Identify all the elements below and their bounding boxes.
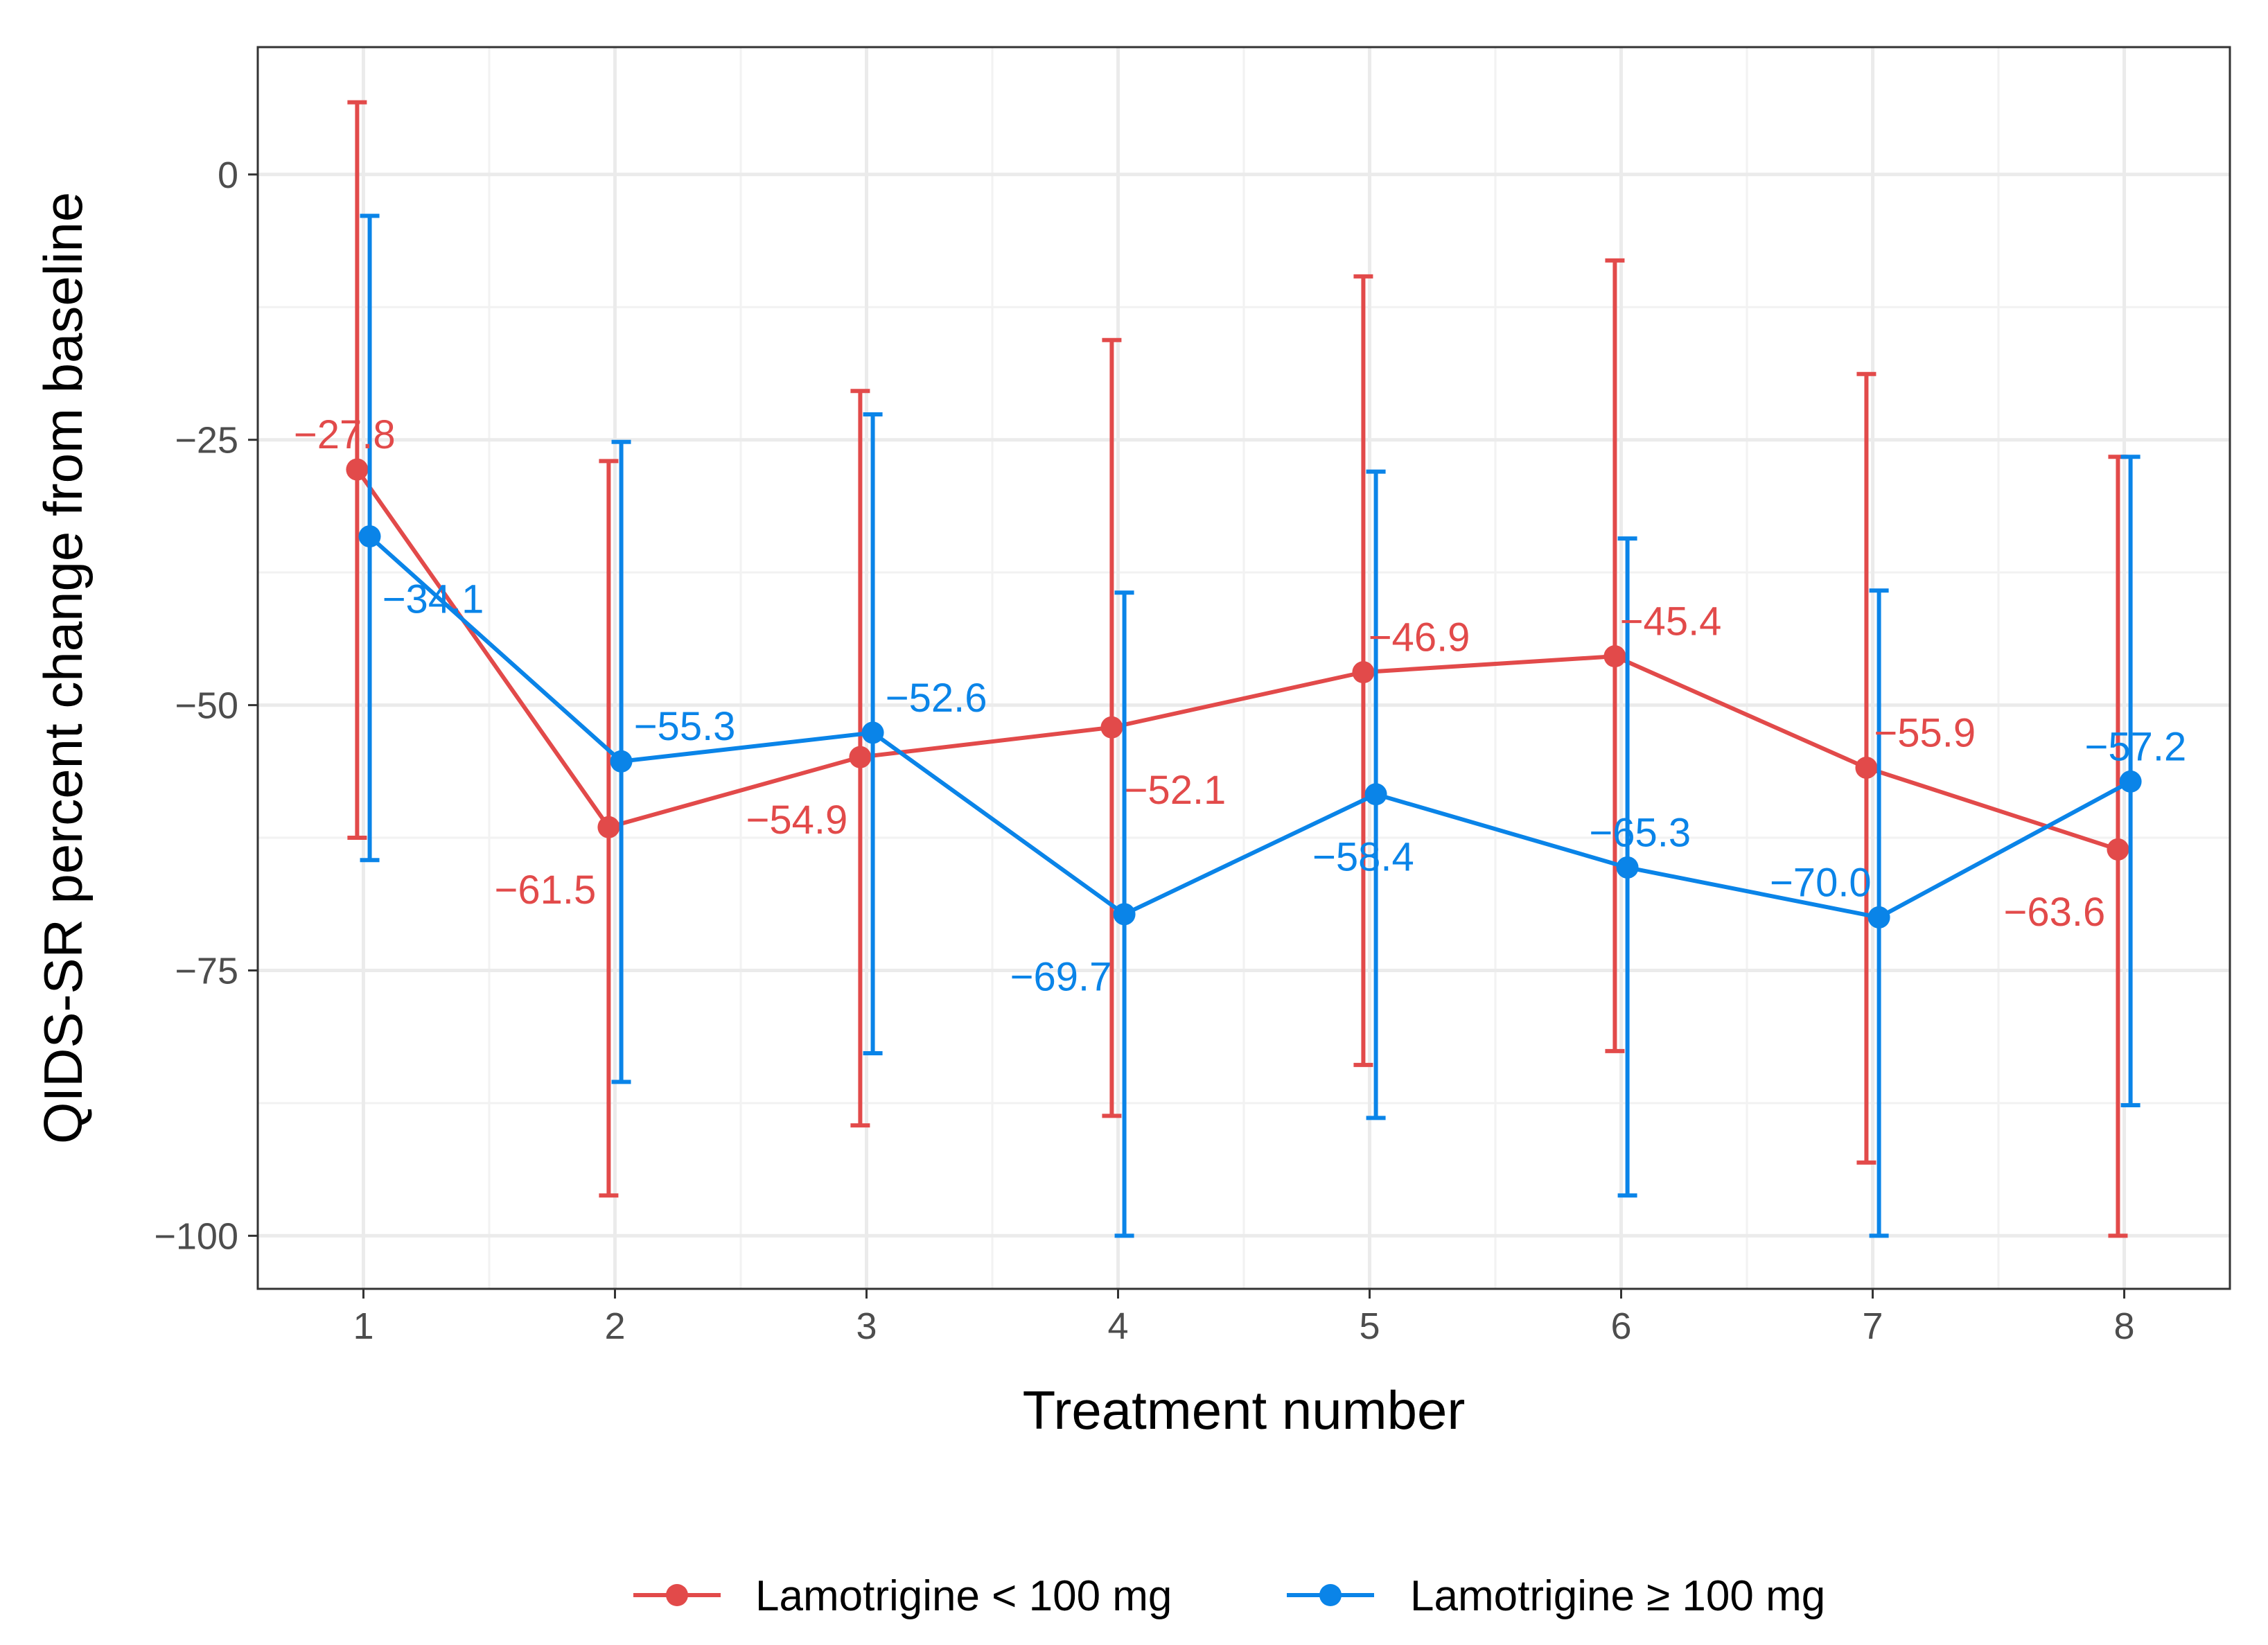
- x-axis-title: Treatment number: [1023, 1380, 1466, 1441]
- data-point: [1616, 856, 1639, 879]
- legend-label: Lamotrigine < 100 mg: [755, 1572, 1172, 1620]
- x-tick-label: 7: [1863, 1305, 1883, 1347]
- data-point: [1364, 783, 1387, 806]
- data-point: [2119, 770, 2142, 793]
- y-axis-title: QIDS-SR percent change from baseline: [33, 192, 94, 1144]
- data-label: −70.0: [1770, 860, 1872, 905]
- y-tick-labels: 0 −25 −50 −75 −100: [154, 155, 238, 1258]
- x-tick-label: 4: [1107, 1305, 1128, 1347]
- data-label: −46.9: [1369, 615, 1470, 660]
- x-tick-label: 5: [1359, 1305, 1380, 1347]
- data-point: [358, 525, 381, 548]
- data-point: [861, 721, 884, 744]
- x-tick-label: 3: [856, 1305, 877, 1347]
- legend: Lamotrigine < 100 mg Lamotrigine ≥ 100 mg: [633, 1572, 1825, 1620]
- data-point: [1603, 645, 1626, 668]
- data-point: [1855, 756, 1878, 779]
- data-point: [2107, 838, 2129, 861]
- y-tick-label: 0: [218, 155, 238, 196]
- data-label: −57.2: [2084, 724, 2186, 769]
- legend-item-2: Lamotrigine ≥ 100 mg: [1287, 1572, 1825, 1620]
- data-label: −27.8: [294, 412, 396, 457]
- data-point: [1113, 903, 1136, 926]
- series-layer: [346, 100, 2142, 1238]
- y-tick-label: −100: [154, 1215, 238, 1257]
- data-point: [610, 750, 633, 773]
- legend-item-1: Lamotrigine < 100 mg: [633, 1572, 1172, 1620]
- data-label: −52.1: [1125, 768, 1227, 813]
- data-label: −34.1: [383, 577, 484, 622]
- label-layer: −27.8 −61.5 −54.9 −52.1 −46.9 −45.4 −55.9 −63.6…: [294, 412, 2186, 1000]
- data-label: −65.3: [1589, 810, 1691, 855]
- data-label: −55.9: [1874, 710, 1976, 755]
- series-line: [368, 534, 2132, 920]
- x-tick-label: 8: [2114, 1305, 2135, 1347]
- data-label: −58.4: [1312, 835, 1414, 880]
- legend-key-point: [1319, 1584, 1342, 1606]
- data-point: [1352, 661, 1375, 684]
- data-point: [1867, 906, 1890, 929]
- series-2: [358, 213, 2142, 1238]
- y-tick-label: −25: [175, 420, 238, 461]
- data-label: −63.6: [2004, 890, 2106, 935]
- grid-minor: [258, 47, 2230, 1289]
- data-label: −69.7: [1010, 955, 1112, 1000]
- series-line: [355, 468, 2119, 852]
- panel-border: [256, 46, 2231, 1290]
- axis-ticks: [248, 173, 2126, 1299]
- data-point: [849, 746, 872, 768]
- data-point: [597, 816, 620, 838]
- x-tick-labels: 1 2 3 4 5 6 7 8: [353, 1305, 2134, 1347]
- series-1: [346, 100, 2129, 1238]
- y-tick-label: −75: [175, 951, 238, 992]
- grid-major: [258, 47, 2230, 1289]
- y-tick-label: −50: [175, 685, 238, 727]
- data-label: −45.4: [1620, 599, 1722, 644]
- data-label: −55.3: [634, 704, 736, 749]
- data-point: [1100, 716, 1123, 739]
- legend-key-point: [666, 1584, 688, 1606]
- legend-label: Lamotrigine ≥ 100 mg: [1410, 1572, 1825, 1620]
- x-tick-label: 6: [1610, 1305, 1631, 1347]
- x-tick-label: 2: [604, 1305, 625, 1347]
- data-point: [346, 458, 369, 481]
- x-tick-label: 1: [353, 1305, 373, 1347]
- data-label: −61.5: [494, 868, 596, 913]
- data-label: −52.6: [886, 676, 987, 721]
- data-label: −54.9: [746, 798, 847, 843]
